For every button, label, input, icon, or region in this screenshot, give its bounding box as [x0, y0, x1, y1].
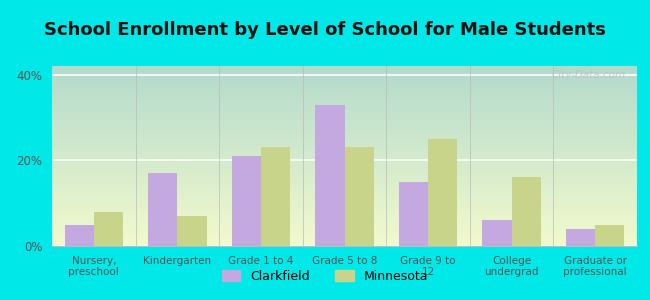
Bar: [399, 182, 428, 246]
Text: School Enrollment by Level of School for Male Students: School Enrollment by Level of School for…: [44, 21, 606, 39]
Text: City-Data.com: City-Data.com: [551, 70, 625, 80]
Bar: [177, 216, 207, 246]
Bar: [428, 139, 458, 246]
Bar: [595, 225, 625, 246]
Bar: [344, 147, 374, 246]
Bar: [64, 225, 94, 246]
Bar: [566, 229, 595, 246]
Bar: [482, 220, 512, 246]
Bar: [231, 156, 261, 246]
Bar: [261, 147, 290, 246]
Bar: [512, 177, 541, 246]
Bar: [315, 105, 344, 246]
Bar: [148, 173, 177, 246]
Legend: Clarkfield, Minnesota: Clarkfield, Minnesota: [216, 265, 434, 288]
Bar: [94, 212, 123, 246]
